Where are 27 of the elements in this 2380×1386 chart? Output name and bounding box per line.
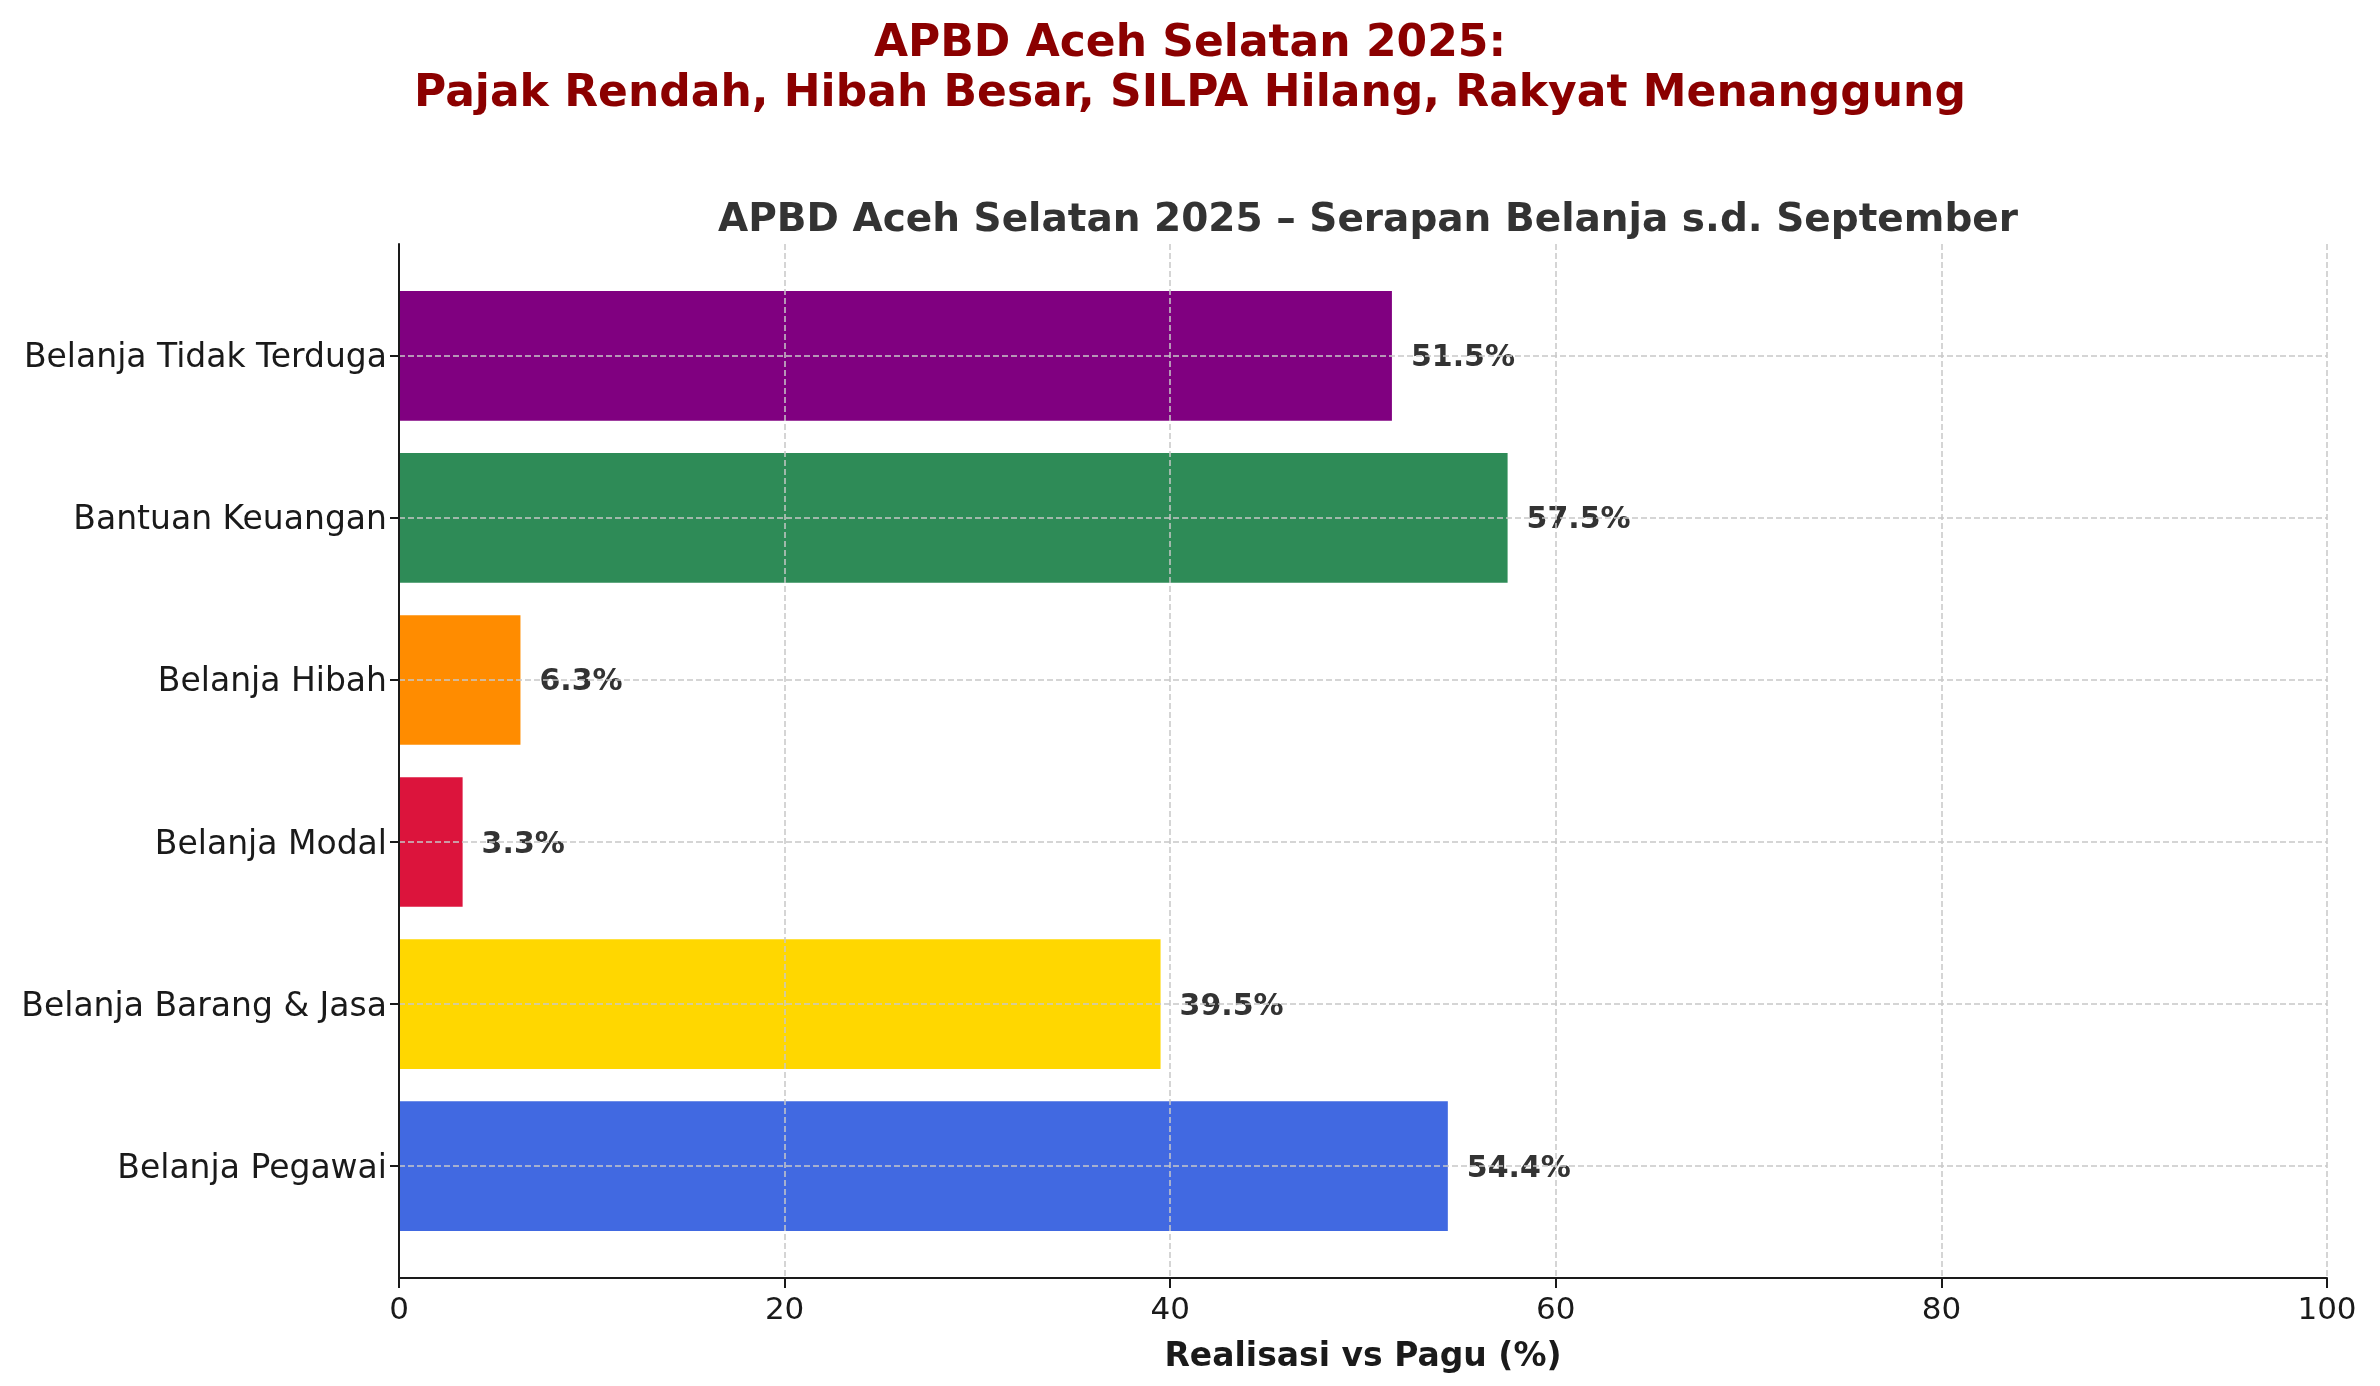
x-tick-label: 20 xyxy=(764,1289,805,1326)
chart-subtitle: APBD Aceh Selatan 2025 – Serapan Belanja s.d. September xyxy=(718,195,2019,240)
chart-title: APBD Aceh Selatan 2025: Pajak Rendah, Hibah Besar, SILPA Hilang, Rakyat Menanggung xyxy=(414,14,1966,116)
bar xyxy=(399,1101,1448,1231)
x-tick-label: 0 xyxy=(389,1289,409,1326)
bar xyxy=(399,453,1508,583)
y-tick-label: Belanja Tidak Terduga xyxy=(23,336,387,376)
data-label: 57.5% xyxy=(1526,500,1631,536)
x-tick-label: 80 xyxy=(1921,1289,1962,1326)
x-tick-label: 60 xyxy=(1536,1289,1576,1326)
x-axis-title: Realisasi vs Pagu (%) xyxy=(1164,1335,1562,1374)
data-label: 51.5% xyxy=(1410,338,1515,374)
y-tick-label: Bantuan Keuangan xyxy=(73,498,387,538)
data-label: 3.3% xyxy=(481,824,565,860)
bar xyxy=(399,777,463,907)
y-tick-label: Belanja Modal xyxy=(154,822,387,862)
data-label: 39.5% xyxy=(1179,986,1284,1022)
y-tick-label: Belanja Pegawai xyxy=(117,1146,387,1186)
bar xyxy=(399,291,1392,421)
data-label: 6.3% xyxy=(539,662,623,698)
x-tick-label: 40 xyxy=(1150,1289,1190,1326)
bar xyxy=(399,939,1161,1069)
x-tick-label: 100 xyxy=(2297,1289,2357,1326)
data-label: 54.4% xyxy=(1466,1148,1571,1184)
bar xyxy=(399,615,521,745)
y-tick-label: Belanja Barang & Jasa xyxy=(21,984,387,1024)
y-tick-label: Belanja Hibah xyxy=(157,660,387,700)
